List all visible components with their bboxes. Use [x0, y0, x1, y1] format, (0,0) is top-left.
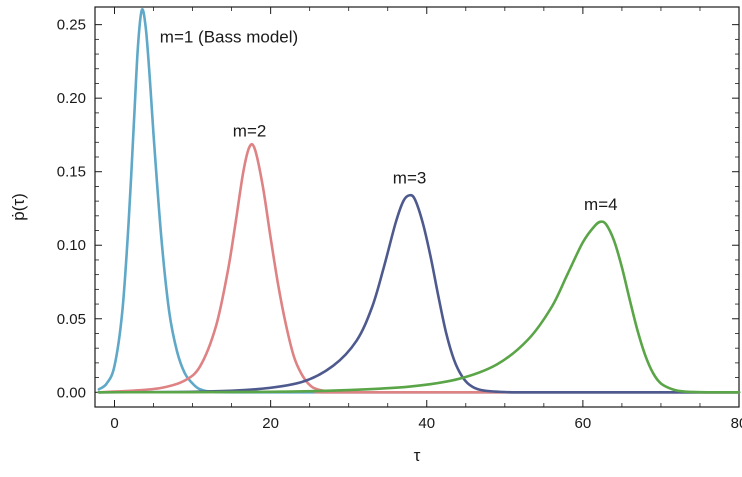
y-tick-label: 0.25 [57, 17, 86, 34]
x-tick-label: 0 [110, 415, 118, 432]
series-lines [97, 8, 741, 394]
x-tick-label: 80 [731, 415, 742, 432]
y-tick-label: 0.10 [57, 237, 86, 254]
x-tick-label: 20 [262, 415, 279, 432]
plot-frame [94, 6, 740, 408]
series-line-3 [97, 193, 741, 394]
x-tick-label: 60 [575, 415, 592, 432]
ticks: 0 20 40 60 80 0.00 0.05 0.10 0.15 0.20 0.25 [57, 7, 742, 432]
curve-labels: m=1 (Bass model) m=2 m=3 m=4 [160, 27, 618, 214]
curve-label-1: m=1 (Bass model) [160, 27, 298, 46]
series-line-1 [97, 8, 741, 394]
curve-label-3: m=3 [393, 168, 427, 187]
x-axis-title: τ [414, 446, 421, 465]
y-tick-label: 0.20 [57, 90, 86, 107]
curve-label-2: m=2 [233, 121, 267, 140]
y-tick-label: 0.15 [57, 164, 86, 181]
series-line-4 [97, 220, 741, 394]
y-tick-label: 0.00 [57, 384, 86, 401]
y-tick-label: 0.05 [57, 311, 86, 328]
x-tick-label: 40 [418, 415, 435, 432]
curve-label-4: m=4 [584, 195, 618, 214]
y-axis-title: ṗ(τ) [9, 193, 28, 221]
